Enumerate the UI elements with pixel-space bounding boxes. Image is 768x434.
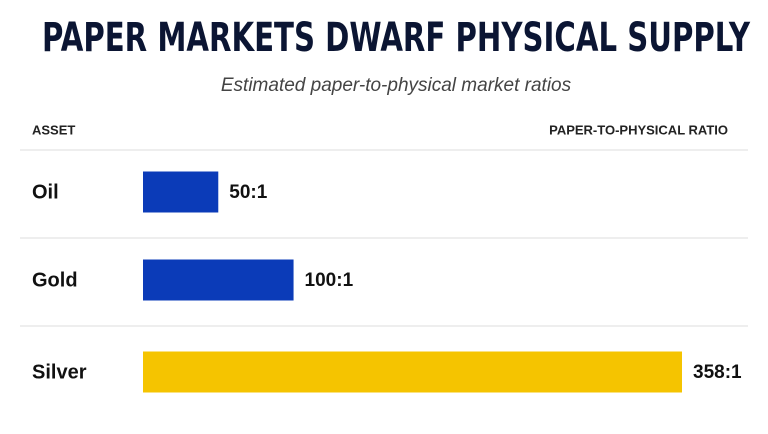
value-header: PAPER-TO-PHYSICAL RATIO xyxy=(549,122,728,137)
value-label: 358:1 xyxy=(693,362,742,383)
bar xyxy=(143,351,682,393)
value-label: 100:1 xyxy=(305,270,354,291)
category-header: ASSET xyxy=(32,122,75,137)
value-label: 50:1 xyxy=(229,182,267,203)
category-label: Oil xyxy=(32,181,59,203)
chart-subtitle: Estimated paper-to-physical market ratio… xyxy=(221,75,572,96)
bar xyxy=(143,171,219,213)
category-label: Silver xyxy=(32,361,87,383)
category-label: Gold xyxy=(32,269,78,291)
chart-title: PAPER MARKETS DWARF PHYSICAL SUPPLY xyxy=(42,15,751,61)
bar xyxy=(143,259,294,301)
